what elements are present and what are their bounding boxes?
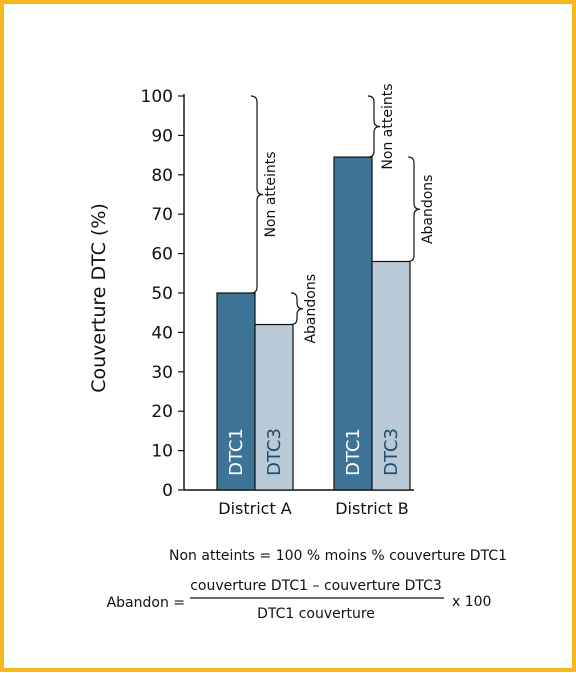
y-tick-label: 10 xyxy=(151,442,173,462)
abandon-formula-numerator: couverture DTC1 – couverture DTC3 xyxy=(190,578,442,594)
abandon-formula: Abandon = couverture DTC1 – couverture D… xyxy=(107,578,492,622)
abandon-formula-prefix: Abandon = xyxy=(107,595,185,611)
y-tick-label: 40 xyxy=(151,323,173,343)
non-atteints-definition: Non atteints = 100 % moins % couverture … xyxy=(169,548,507,564)
x-category-label: District A xyxy=(218,499,292,518)
y-tick-label: 50 xyxy=(151,284,173,304)
annotation-label: Non atteints xyxy=(380,83,396,169)
annotation-label: Abandons xyxy=(303,274,319,344)
y-tick-label: 30 xyxy=(151,363,173,383)
y-tick-label: 0 xyxy=(162,481,173,501)
y-tick-label: 70 xyxy=(151,205,173,225)
y-tick-label: 90 xyxy=(151,126,173,146)
x-category-label: District B xyxy=(335,499,409,518)
annotation-brace xyxy=(367,95,381,158)
annotation-label: Non atteints xyxy=(263,151,279,237)
y-tick-label: 80 xyxy=(151,166,173,186)
bar xyxy=(333,156,373,491)
bar-label: DTC1 xyxy=(226,428,247,476)
annotation-label: Abandons xyxy=(420,175,436,245)
y-axis-title: Couverture DTC (%) xyxy=(88,203,110,393)
axes: 0 10 20 30 40 50 60 70 80 90 100 xyxy=(141,87,414,501)
bars: DTC1 DTC3 District A DTC1 DTC3 District B xyxy=(216,156,411,518)
bar-label: DTC1 xyxy=(343,428,364,476)
annotations: Non atteints Abandons Non atteints Abandons xyxy=(250,83,436,344)
abandon-formula-suffix: x 100 xyxy=(452,594,491,610)
annotation-brace xyxy=(407,156,421,263)
bar-label: DTC3 xyxy=(381,428,402,476)
annotation-brace xyxy=(250,95,264,294)
y-tick-label: 100 xyxy=(141,87,173,107)
bar xyxy=(254,323,294,491)
y-tick-label: 20 xyxy=(151,402,173,422)
abandon-formula-denominator: DTC1 couverture xyxy=(257,606,375,622)
bar xyxy=(371,260,411,491)
coverage-bar-chart: 0 10 20 30 40 50 60 70 80 90 100 DTC1 DTC3 District … xyxy=(88,83,507,622)
annotation-brace xyxy=(290,292,304,326)
y-tick-label: 60 xyxy=(151,245,173,265)
bar-label: DTC3 xyxy=(264,428,285,476)
